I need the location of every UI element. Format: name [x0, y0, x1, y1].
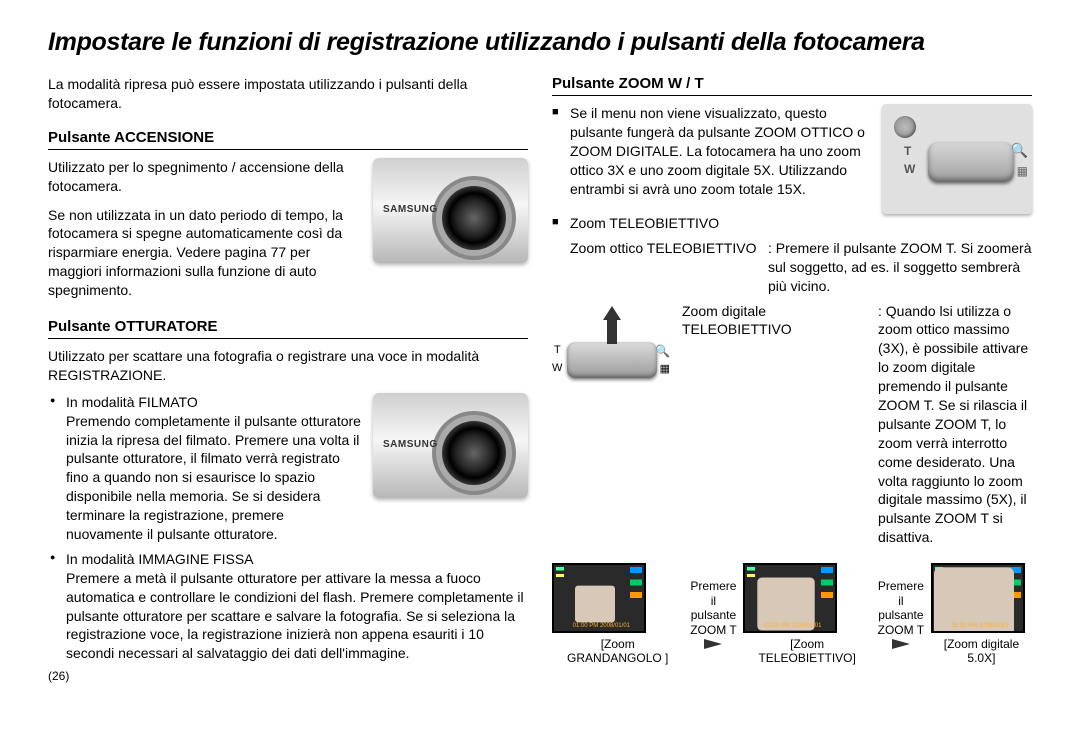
- lcd-sample-wide: 01:00 PM 2008/01/01: [552, 563, 646, 633]
- mini-magnifier-icon: 🔍: [655, 344, 670, 358]
- shutter-intro: Utilizzato per scattare una fotografia o…: [48, 347, 528, 385]
- zoom-bullet-2: Zoom TELEOBIETTIVO: [552, 214, 1032, 233]
- page-title: Impostare le funzioni di registrazione u…: [48, 28, 1032, 57]
- press-text-2: Premere il pulsante ZOOM T: [875, 579, 927, 637]
- power-heading: Pulsante ACCENSIONE: [48, 129, 528, 150]
- press-text-1: Premere il pulsante ZOOM T: [687, 579, 739, 637]
- shutter-item-fissa: In modalità IMMAGINE FISSA Premere a met…: [48, 550, 528, 663]
- mini-t: T: [554, 344, 561, 356]
- mini-zoom-illustration: T W 🔍 ▦: [552, 342, 672, 378]
- zoom-row-digital: Zoom digitale TELEOBIETTIVO : Quando lsi…: [682, 302, 1032, 548]
- shutter-item-filmato: In modalità FILMATO Premendo completamen…: [48, 393, 363, 544]
- sample-digital5x: 01:02 PM 2008/01/01 [Zoom digitale 5.0X]: [931, 563, 1032, 665]
- zoom-rocker-illustration: T W 🔍 ▦: [882, 104, 1032, 214]
- camera-front-illustration-2: [373, 393, 528, 498]
- lcd-sample-digital: 01:02 PM 2008/01/01: [931, 563, 1025, 633]
- left-column: La modalità ripresa può essere impostata…: [48, 75, 528, 683]
- shutter-item-1-label: In modalità IMMAGINE FISSA: [66, 551, 254, 567]
- zoom-heading: Pulsante ZOOM W / T: [552, 75, 1032, 96]
- lcd-sample-tele: 01:00 PM 2008/01/01: [743, 563, 837, 633]
- zoom-row-optical: Zoom ottico TELEOBIETTIVO : Premere il p…: [570, 239, 1032, 296]
- caption-1: [Zoom TELEOBIETTIVO]: [743, 637, 870, 665]
- press-indicator-2: Premere il pulsante ZOOM T: [875, 579, 927, 649]
- timestamp-0: 01:00 PM 2008/01/01: [573, 623, 630, 629]
- zoom-row-0-label: Zoom ottico TELEOBIETTIVO: [570, 239, 760, 296]
- power-para2: Se non utilizzata in un dato periodo di …: [48, 206, 363, 300]
- zoom-row-1-value: : Quando lsi utilizza o zoom ottico mass…: [878, 302, 1032, 548]
- rocker-w-label: W: [904, 162, 915, 176]
- two-column-layout: La modalità ripresa può essere impostata…: [48, 75, 1032, 683]
- timestamp-1: 01:00 PM 2008/01/01: [764, 623, 821, 629]
- power-para1: Utilizzato per lo spegnimento / accensio…: [48, 158, 363, 196]
- shutter-item-0-label: In modalità FILMATO: [66, 394, 198, 410]
- zoom-sample-row: 01:00 PM 2008/01/01 [Zoom GRANDANGOLO ] …: [552, 563, 1032, 665]
- zoom-row-1-label: Zoom digitale TELEOBIETTIVO: [682, 302, 870, 548]
- right-column: Pulsante ZOOM W / T Se il menu non viene…: [552, 75, 1032, 683]
- zoom-row-0-value: : Premere il pulsante ZOOM T. Si zoomerà…: [768, 239, 1032, 296]
- grid-icon: ▦: [1017, 164, 1028, 178]
- camera-front-illustration: [373, 158, 528, 263]
- page-number: (26): [48, 669, 528, 683]
- zoom-bullet-1-text: Se il menu non viene visualizzato, quest…: [570, 105, 865, 197]
- caption-0: [Zoom GRANDANGOLO ]: [552, 637, 683, 665]
- shutter-item-0-body: Premendo completamente il pulsante ottur…: [66, 413, 361, 542]
- rocker-t-label: T: [904, 144, 911, 158]
- sample-tele: 01:00 PM 2008/01/01 [Zoom TELEOBIETTIVO]: [743, 563, 870, 665]
- arrow-right-icon: [704, 639, 722, 649]
- intro-text: La modalità ripresa può essere impostata…: [48, 75, 528, 113]
- sample-wide: 01:00 PM 2008/01/01 [Zoom GRANDANGOLO ]: [552, 563, 683, 665]
- press-indicator-1: Premere il pulsante ZOOM T: [687, 579, 739, 649]
- magnifier-icon: 🔍: [1011, 142, 1028, 159]
- shutter-heading: Pulsante OTTURATORE: [48, 318, 528, 339]
- mini-grid-icon: ▦: [660, 362, 670, 375]
- mini-w: W: [552, 362, 562, 374]
- zoom-bullet-1: Se il menu non viene visualizzato, quest…: [552, 104, 874, 198]
- arrow-right-icon-2: [892, 639, 910, 649]
- caption-2: [Zoom digitale 5.0X]: [931, 637, 1032, 665]
- timestamp-2: 01:02 PM 2008/01/01: [951, 623, 1008, 629]
- zoom-bullet-2-text: Zoom TELEOBIETTIVO: [570, 215, 719, 231]
- shutter-item-1-body: Premere a metà il pulsante otturatore pe…: [66, 570, 524, 662]
